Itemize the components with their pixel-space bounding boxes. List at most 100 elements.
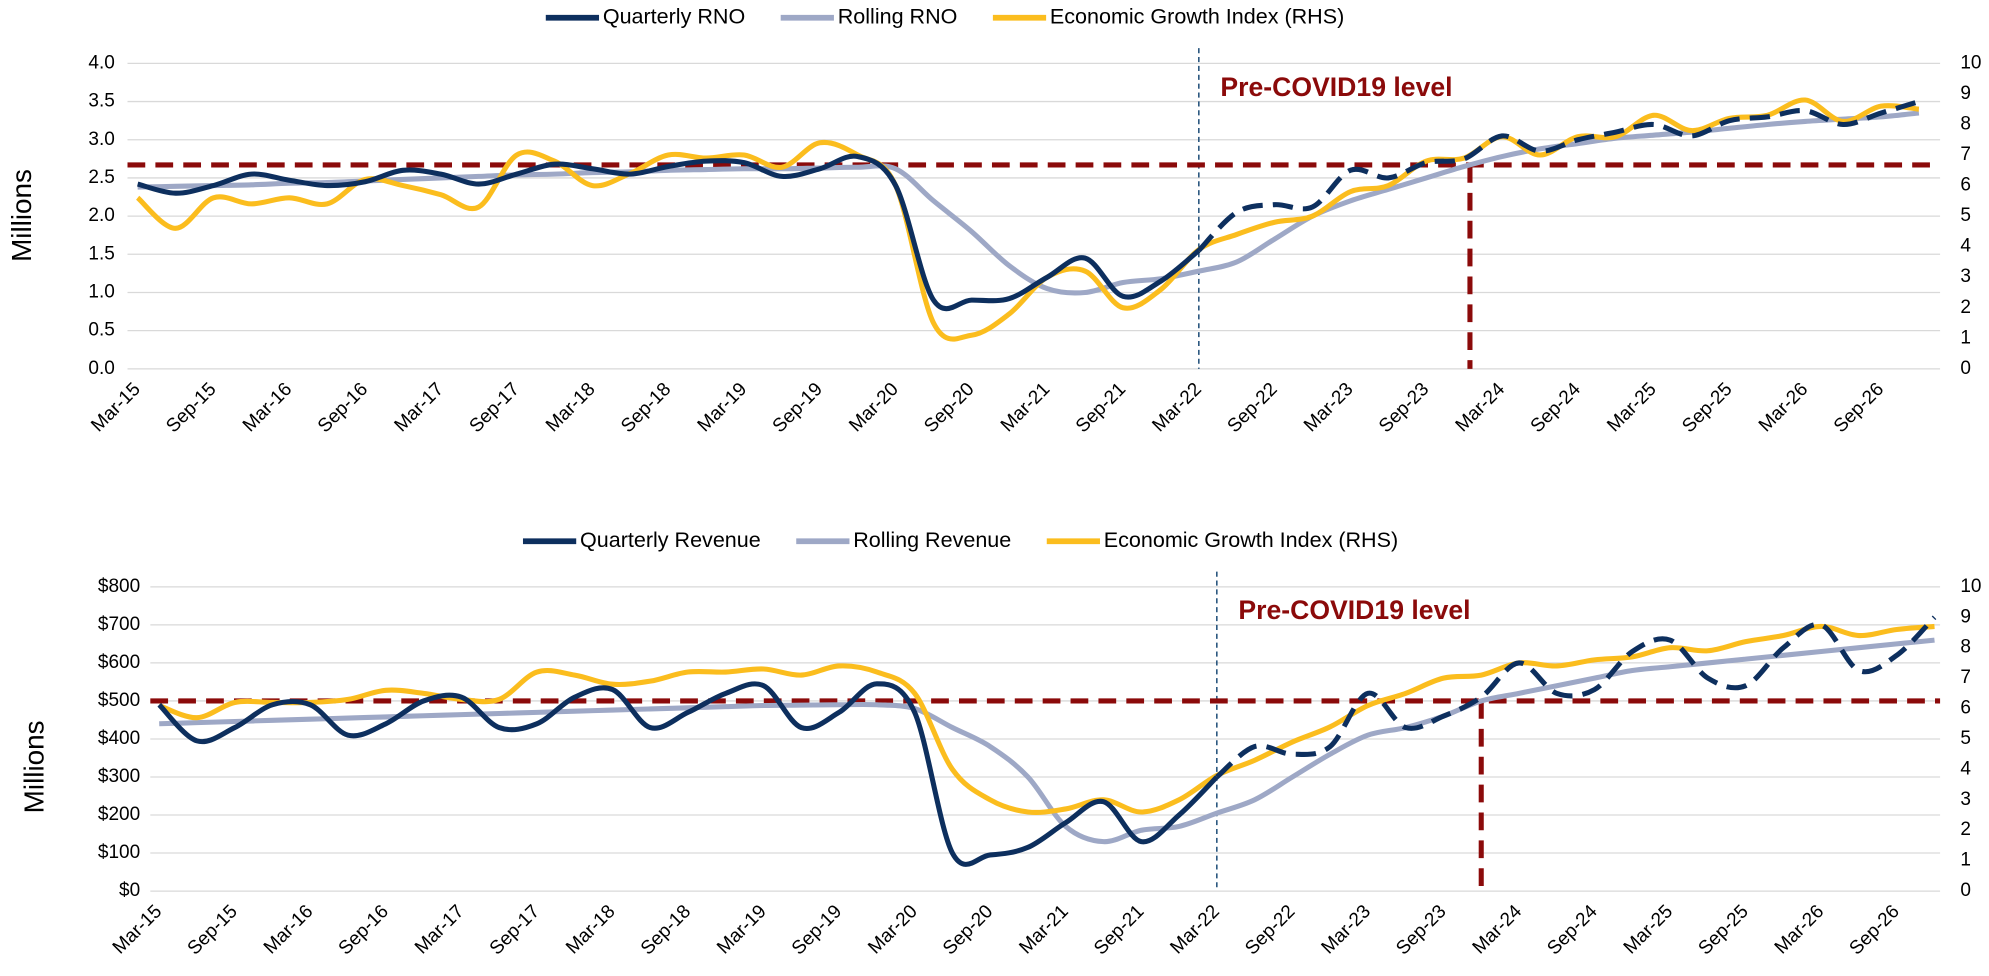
x-tick-label: Mar-21 [997,379,1054,436]
x-tick-label: Sep-23 [1392,901,1450,959]
x-tick-label: Sep-21 [1072,379,1130,437]
y-tick-label: 2.5 [88,167,114,188]
y2-tick-label: 5 [1960,728,1971,749]
y-axis-title: Millions [19,720,50,813]
x-tick-label: Sep-23 [1375,379,1433,437]
y2-tick-label: 2 [1960,819,1971,840]
y-tick-label: $300 [98,766,140,787]
legend: Quarterly RNO Rolling RNO Economic Growth … [545,4,1344,28]
y2-tick-label: 7 [1960,667,1971,688]
x-tick-label: Mar-16 [239,379,296,436]
y2-tick-label: 2 [1960,297,1971,318]
x-tick-label: Mar-24 [1469,901,1527,959]
x-tick-label: Mar-17 [411,901,468,958]
x-tick-label: Mar-20 [864,901,921,958]
line-chart: 0.0 0.5 1.0 1.5 2.0 2.5 3.0 3.5 4.0 0 1 2 3 4 5 6 7 8 9 10 M… [6,4,1982,437]
reference-label: Pre-COVID19 level [1220,72,1452,102]
x-tick-label: Sep-19 [769,379,827,437]
legend: Quarterly Revenue Rolling Revenue Economic… [522,528,1398,552]
x-tick-label: Sep-15 [162,379,220,437]
x-tick-label: Sep-17 [466,379,524,437]
x-tick-label: Sep-24 [1527,379,1585,437]
y2-tick-label: 4 [1960,758,1971,779]
series-line-forecast [1196,99,1920,253]
y2-tick-label: 5 [1960,205,1971,226]
x-tick-label: Mar-18 [542,379,599,436]
series-line [159,637,1935,845]
x-tick-label: Sep-21 [1090,901,1148,959]
x-tick-label: Mar-21 [1015,901,1072,958]
x-tick-label: Mar-15 [87,379,144,436]
series-line-forecast [1215,615,1937,779]
series-line [157,681,1219,867]
x-tick-label: Mar-19 [694,379,751,436]
series-line [135,97,1920,342]
y2-tick-label: 10 [1960,52,1981,73]
y2-tick-label: 0 [1960,880,1971,901]
x-tick-label: Sep-18 [637,901,695,959]
x-tick-label: Sep-17 [486,901,544,959]
x-tick-label: Mar-26 [1771,901,1828,958]
y-tick-label: 3.0 [88,129,114,150]
series-line [136,153,1201,312]
x-tick-label: Sep-16 [314,379,372,437]
x-tick-label: Sep-15 [184,901,242,959]
legend-label: Rolling Revenue [853,528,1011,552]
x-tick-label: Sep-26 [1846,901,1904,959]
x-tick-label: Sep-16 [335,901,393,959]
y-tick-label: $0 [119,880,140,901]
y2-tick-label: 8 [1960,113,1971,134]
x-tick-label: Mar-26 [1755,379,1812,436]
y-axis-title: Millions [6,169,37,262]
y-tick-label: 1.5 [88,243,114,264]
x-tick-label: Sep-25 [1695,901,1753,959]
y-tick-label: 1.0 [88,281,114,302]
y2-tick-label: 9 [1960,606,1971,627]
y-tick-label: 2.0 [88,205,114,226]
x-tick-label: Mar-20 [845,379,902,436]
y2-tick-label: 0 [1960,358,1971,379]
legend-label: Quarterly RNO [603,4,745,28]
y2-tick-label: 1 [1960,850,1971,871]
y-tick-label: $100 [98,842,140,863]
legend-label: Economic Growth Index (RHS) [1104,528,1398,552]
x-tick-label: Sep-22 [1241,901,1299,959]
y-tick-label: $200 [98,804,140,825]
x-tick-label: Mar-25 [1620,901,1677,958]
x-tick-label: Mar-24 [1452,379,1510,437]
line-chart: $0 $100 $200 $300 $400 $500 $600 $700 $800 0 1 2 3 4 5… [19,528,1982,959]
x-tick-label: Sep-25 [1678,379,1736,437]
legend-label: Quarterly Revenue [580,528,761,552]
y-tick-label: $500 [98,690,140,711]
x-tick-label: Sep-18 [617,379,675,437]
x-tick-label: Mar-15 [109,901,166,958]
x-tick-label: Sep-19 [788,901,846,959]
x-tick-label: Sep-20 [920,379,978,437]
legend-label: Economic Growth Index (RHS) [1050,4,1344,28]
y-tick-label: 3.5 [88,91,114,112]
x-tick-label: Sep-24 [1543,901,1601,959]
x-tick-label: Mar-23 [1318,901,1375,958]
y2-tick-label: 4 [1960,236,1971,257]
y2-tick-label: 6 [1960,698,1971,719]
x-tick-label: Sep-22 [1224,379,1282,437]
x-tick-label: Sep-20 [939,901,997,959]
x-tick-label: Sep-26 [1830,379,1888,437]
y2-tick-label: 1 [1960,327,1971,348]
x-tick-label: Mar-16 [260,901,317,958]
y2-tick-label: 6 [1960,175,1971,196]
y2-tick-label: 3 [1960,789,1971,810]
x-tick-label: Mar-22 [1149,379,1206,436]
legend-label: Rolling RNO [838,4,958,28]
y2-tick-label: 10 [1960,576,1981,597]
y-tick-label: 4.0 [88,52,114,73]
x-tick-label: Mar-23 [1300,379,1357,436]
reference-label: Pre-COVID19 level [1238,595,1470,625]
x-tick-label: Mar-25 [1603,379,1660,436]
y2-tick-label: 7 [1960,144,1971,165]
y2-tick-label: 3 [1960,266,1971,287]
x-tick-label: Mar-22 [1166,901,1223,958]
series-line [158,623,1935,815]
